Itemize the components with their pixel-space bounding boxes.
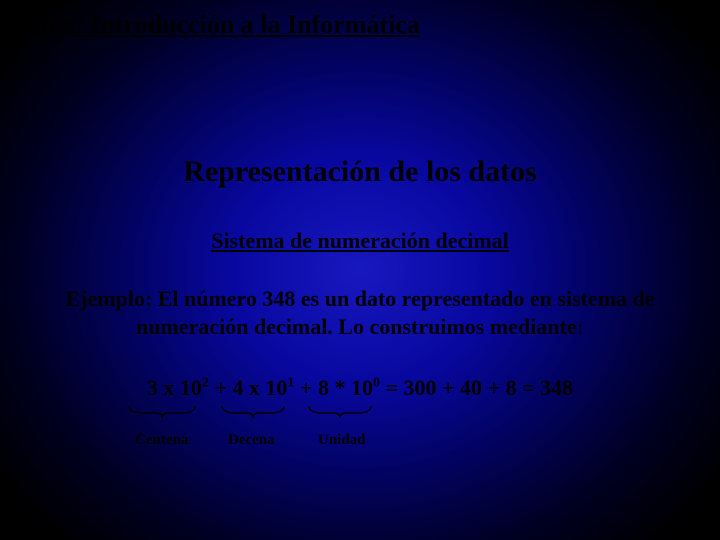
slide-title: Representación de los datos [0,155,720,189]
label-decena: Decena [228,432,275,449]
formula-container: 3 x 102 + 4 x 101 + 8 * 100 = 300 + 40 +… [0,375,720,401]
term1-exp: 2 [202,376,209,391]
term3-exp: 0 [373,376,380,391]
topic-heading: Tema: Introducción a la Informática [14,10,420,40]
brace-decena [220,404,286,420]
sep2: + [294,375,318,400]
sep1: + [209,375,233,400]
braces-row [0,404,720,424]
formula-expression: 3 x 102 + 4 x 101 + 8 * 100 = 300 + 40 +… [0,375,720,401]
example-line-1: Ejemplo: El número 348 es un dato repres… [65,286,654,311]
example-text: Ejemplo: El número 348 es un dato repres… [40,285,680,340]
term1-base: 3 x 10 [147,375,202,400]
example-line-2: numeración decimal. Lo construimos media… [136,314,584,339]
formula-rhs: = 300 + 40 + 8 = 348 [380,375,573,400]
brace-unidad [307,404,373,420]
label-centena: Centena [135,432,188,449]
term3-base: 8 * 10 [318,375,373,400]
label-unidad: Unidad [318,432,366,449]
brace-centena [127,404,197,420]
term2-base: 4 x 10 [232,375,287,400]
slide-subtitle: Sistema de numeración decimal [0,228,720,254]
